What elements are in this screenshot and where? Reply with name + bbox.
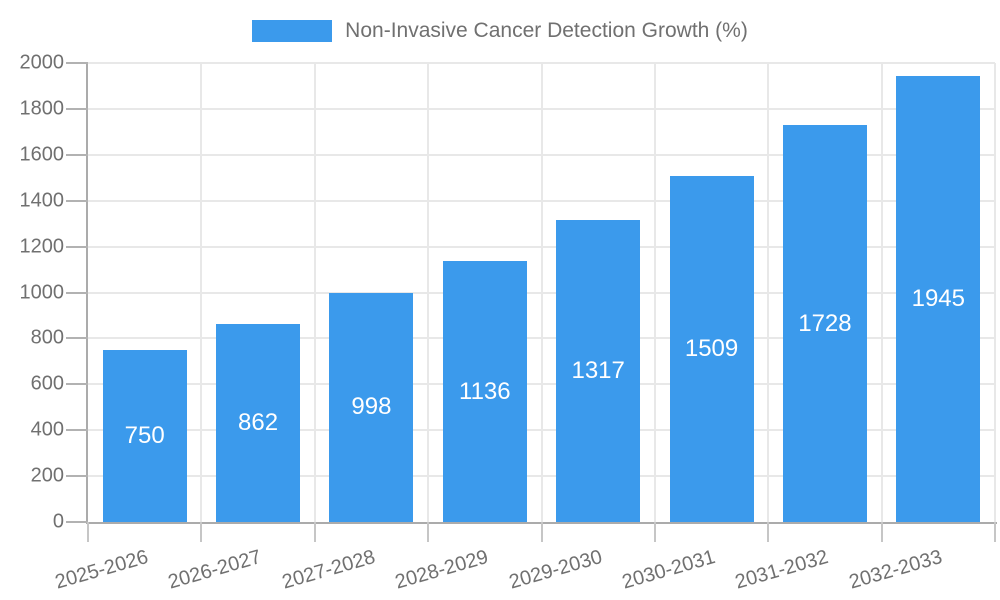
y-axis-line	[86, 63, 88, 524]
x-axis-tick	[200, 522, 203, 542]
x-axis-category-label: 2028-2029	[392, 546, 491, 594]
grid-line-vertical	[427, 63, 430, 522]
x-axis-category-label: 2029-2030	[506, 546, 605, 594]
legend-label: Non-Invasive Cancer Detection Growth (%)	[345, 19, 748, 42]
y-axis-tick-label: 0	[52, 510, 64, 533]
y-axis-tick-label: 1600	[19, 143, 65, 166]
x-axis-category-label: 2030-2031	[619, 546, 718, 594]
y-axis-tick-label: 1400	[19, 189, 65, 212]
bar[interactable]: 1136	[442, 261, 527, 522]
bar-value-label: 750	[124, 421, 165, 449]
bar[interactable]: 1945	[896, 75, 981, 522]
y-axis-tick	[66, 62, 88, 64]
x-axis-tick	[880, 522, 883, 542]
bar-value-label: 1136	[459, 377, 511, 405]
legend-swatch-icon	[252, 20, 333, 42]
y-axis-tick-label: 1200	[19, 235, 65, 258]
y-axis-tick-label: 2000	[19, 51, 65, 74]
x-axis-tick	[540, 522, 543, 542]
y-axis-tick-label: 200	[30, 464, 64, 487]
grid-line-vertical	[994, 63, 996, 522]
bar-value-label: 1509	[684, 334, 739, 362]
grid-line-vertical	[200, 63, 203, 522]
bar[interactable]: 1509	[669, 175, 754, 522]
y-axis-tick-label: 600	[30, 372, 64, 395]
bar-value-label: 1728	[798, 309, 852, 337]
x-axis-tick	[653, 522, 656, 542]
x-axis-tick	[767, 522, 770, 542]
legend: Non-Invasive Cancer Detection Growth (%)	[0, 19, 1000, 43]
bar-value-label: 862	[238, 409, 279, 437]
y-axis-tick-label: 1800	[19, 97, 65, 120]
grid-line-vertical	[540, 63, 543, 522]
grid-line-vertical	[653, 63, 656, 522]
y-axis-tick	[66, 153, 88, 156]
grid-line-vertical	[767, 63, 770, 522]
y-axis-tick	[66, 199, 88, 202]
bar-value-label: 1945	[911, 284, 965, 312]
y-axis-tick	[66, 107, 88, 110]
y-axis-tick	[66, 291, 88, 294]
x-axis-tick	[313, 522, 316, 542]
y-axis-tick-label: 1000	[19, 281, 65, 303]
plot-area: 0 200 400 600 800 1000 1200 1400 1600 1800 2000 750…	[20, 52, 997, 594]
y-axis-tick	[66, 337, 88, 340]
y-axis-tick-label: 400	[30, 418, 64, 441]
bar[interactable]: 862	[216, 324, 301, 522]
legend-item[interactable]: Non-Invasive Cancer Detection Growth (%)	[252, 19, 748, 43]
bar[interactable]: 750	[102, 349, 187, 522]
y-axis-tick	[66, 521, 88, 523]
bar[interactable]: 1317	[556, 219, 641, 522]
x-axis-category-label: 2025-2026	[52, 546, 151, 594]
grid-line-vertical	[880, 63, 883, 522]
grid-line-vertical	[313, 63, 316, 522]
x-axis-category-label: 2031-2032	[732, 546, 832, 594]
y-axis-tick	[66, 383, 88, 386]
x-axis-tick	[994, 522, 996, 542]
bar-value-label: 998	[351, 393, 392, 421]
x-axis-tick	[427, 522, 430, 542]
bar[interactable]: 998	[329, 292, 414, 522]
y-axis-tick	[66, 475, 88, 478]
x-axis-category-label: 2027-2028	[279, 546, 378, 594]
x-axis-tick	[87, 522, 89, 542]
y-axis-tick	[66, 429, 88, 432]
y-axis-tick	[66, 245, 88, 248]
bar[interactable]: 1728	[782, 125, 867, 522]
y-axis-tick-label: 800	[30, 326, 64, 349]
x-axis-category-label: 2026-2027	[166, 546, 265, 594]
x-axis-category-label: 2032-2033	[846, 546, 945, 594]
bar-value-label: 1317	[571, 356, 625, 384]
